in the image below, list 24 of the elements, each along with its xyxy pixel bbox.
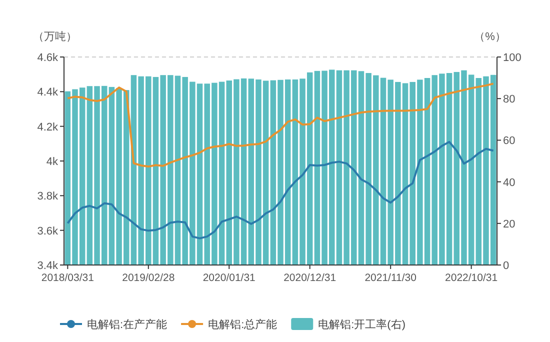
y2-tick: 40 (503, 176, 516, 189)
y-tick: 3.8k (37, 190, 58, 203)
y-tick: 3.6k (37, 225, 58, 238)
y-tick: 3.4k (37, 260, 58, 272)
y2-tick: 20 (503, 218, 516, 230)
y-tick: 4k (46, 156, 58, 168)
x-tick: 2018/03/31 (41, 272, 94, 284)
y-tick: 4.6k (37, 52, 58, 64)
y2-tick: 60 (503, 135, 516, 148)
x-tick: 2019/02/28 (122, 272, 175, 284)
y2-title: （%） (474, 31, 506, 43)
y-tick: 4.2k (37, 121, 58, 134)
y-title: （万吨） (33, 31, 77, 43)
legend-label: 电解铝:总产能 (208, 319, 278, 331)
legend-label: 电解铝:在产产能 (87, 319, 168, 331)
legend-label: 电解铝:开工率(右) (318, 319, 406, 331)
y2-tick: 100 (503, 52, 522, 64)
x-tick: 2020/12/31 (284, 272, 336, 284)
x-tick: 2022/10/31 (445, 272, 498, 284)
y2-tick: 0 (503, 260, 510, 272)
y2-tick: 80 (503, 94, 516, 106)
x-tick: 2020/01/31 (202, 272, 256, 284)
y-tick: 4.4k (37, 86, 58, 99)
x-tick: 2021/11/30 (364, 272, 416, 284)
